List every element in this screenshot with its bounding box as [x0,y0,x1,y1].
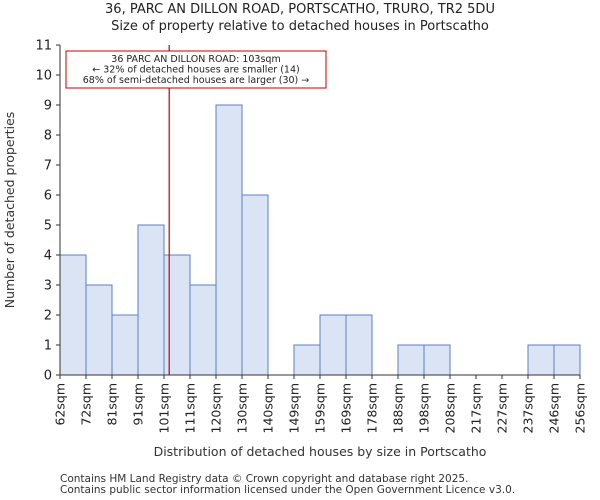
histogram-bar [137,224,165,376]
histogram-bar [553,344,581,376]
x-tick-label: 208sqm [443,383,458,433]
x-tick-label: 169sqm [339,383,354,433]
x-tick-label: 237sqm [521,383,536,433]
x-tick-label: 217sqm [469,383,484,433]
x-tick-label: 149sqm [287,383,302,433]
x-tick-label: 140sqm [261,383,276,433]
histogram-bar [241,194,269,376]
chart-subtitle: Size of property relative to detached ho… [111,19,489,34]
y-tick-label: 3 [44,279,52,294]
annotation-line-2: ← 32% of detached houses are smaller (14… [92,65,299,76]
annotation-line-1: 36 PARC AN DILLON ROAD: 103sqm [111,54,280,65]
y-tick-label: 2 [44,309,52,324]
x-tick-label: 198sqm [417,383,432,433]
y-tick-label: 8 [44,129,52,144]
histogram-bar [163,254,191,376]
x-axis-title: Distribution of detached houses by size … [154,444,487,459]
histogram-bar [397,344,425,376]
y-tick-label: 4 [44,249,52,264]
x-tick-label: 62sqm [53,383,68,426]
x-tick-label: 256sqm [573,383,588,433]
annotation-line-3: 68% of semi-detached houses are larger (… [83,75,310,86]
x-tick-label: 101sqm [157,383,172,433]
y-tick-label: 9 [44,99,52,114]
x-tick-label: 159sqm [313,383,328,433]
footer-copyright: Contains HM Land Registry data © Crown c… [60,473,469,485]
x-tick-label: 178sqm [365,383,380,433]
x-tick-label: 91sqm [131,383,146,426]
histogram-bar [111,314,139,376]
y-axis-title: Number of detached properties [2,112,17,309]
histogram-bar [423,344,451,376]
histogram-bar [527,344,555,376]
histogram-bar [293,344,321,376]
chart-title: 36, PARC AN DILLON ROAD, PORTSCATHO, TRU… [105,2,495,17]
y-tick-label: 6 [44,189,52,204]
annotation-box [65,50,327,89]
x-tick-label: 111sqm [183,383,198,433]
x-tick-label: 81sqm [105,383,120,426]
x-tick-label: 246sqm [547,383,562,433]
y-tick-label: 5 [44,219,52,234]
y-tick-label: 1 [44,339,52,354]
y-tick-label: 7 [44,159,52,174]
histogram-bar [215,104,243,376]
y-tick-label: 11 [35,39,52,54]
y-tick-label: 10 [35,69,52,84]
histogram-chart: 0 1 2 3 4 5 6 7 8 9 10 11 62sqm 72sqm 81sqm 91sqm 101sqm… [2,39,588,460]
x-tick-label: 72sqm [79,383,94,426]
histogram-bar [189,284,217,376]
x-tick-label: 120sqm [209,383,224,433]
histogram-bar [345,314,373,376]
footer-licence: Contains public sector information licen… [60,484,516,496]
x-tick-label: 188sqm [391,383,406,433]
histogram-bar [85,284,113,376]
histogram-bar [59,254,87,376]
y-tick-label: 0 [44,369,52,384]
x-tick-label: 130sqm [235,383,250,433]
histogram-bar [319,314,347,376]
x-tick-label: 227sqm [495,383,510,433]
